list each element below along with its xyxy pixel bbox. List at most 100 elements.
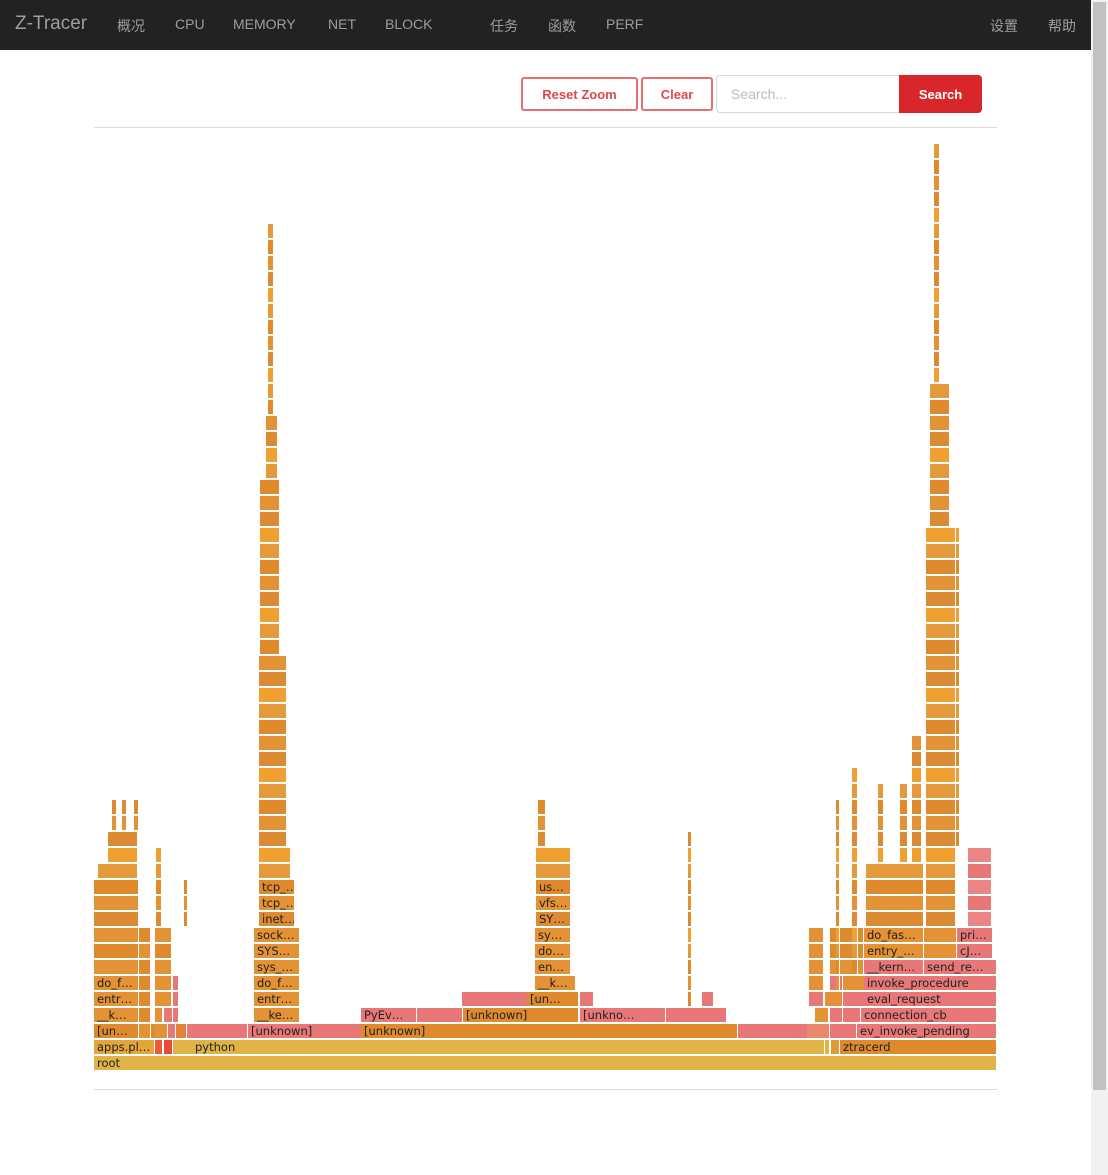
flame-frame-left-cluster[interactable] bbox=[112, 800, 117, 815]
flame-frame-vfs-tower[interactable]: us… bbox=[536, 880, 571, 895]
flame-frame[interactable] bbox=[155, 928, 172, 943]
flame-frame-pink-stack[interactable] bbox=[968, 864, 992, 879]
flame-frame[interactable] bbox=[155, 976, 172, 991]
flame-frame-left-cluster[interactable] bbox=[156, 848, 162, 863]
flame-frame-tcp-tower[interactable]: tcp_… bbox=[259, 880, 295, 895]
flame-frame-right-cluster[interactable] bbox=[878, 816, 884, 831]
flame-frame[interactable] bbox=[809, 976, 824, 991]
flame-frame-right-cluster[interactable] bbox=[852, 800, 858, 815]
flame-frame-left-cluster[interactable] bbox=[156, 880, 162, 895]
flame-frame-right-cluster[interactable] bbox=[836, 912, 840, 927]
flame-frame-tcp-tower[interactable]: tcp_… bbox=[259, 896, 295, 911]
flame-frame[interactable] bbox=[139, 992, 151, 1007]
flame-frame-right-cluster[interactable] bbox=[836, 928, 840, 943]
flame-frame-right-cluster[interactable] bbox=[836, 832, 840, 847]
flame-frame-right-cluster[interactable] bbox=[852, 944, 858, 959]
flame-frame-main-tower[interactable] bbox=[926, 880, 956, 895]
flame-frame[interactable]: [unkno… bbox=[580, 1008, 666, 1023]
flame-frame-vfs-tower[interactable] bbox=[536, 848, 571, 863]
flame-frame-right-cluster[interactable] bbox=[836, 816, 840, 831]
flame-frame-tcp-tower[interactable] bbox=[259, 656, 287, 671]
flame-frame[interactable] bbox=[843, 992, 865, 1007]
nav-memory[interactable]: MEMORY bbox=[233, 16, 296, 32]
flame-frame[interactable] bbox=[139, 928, 151, 943]
flame-frame-main-tower[interactable] bbox=[926, 768, 956, 783]
flame-frame-main-tower[interactable] bbox=[926, 736, 956, 751]
flame-frame-main-tower[interactable] bbox=[934, 176, 940, 191]
flame-frame-tcp-tower[interactable] bbox=[268, 304, 274, 319]
flame-frame-vfs-tower[interactable]: vfs… bbox=[536, 896, 571, 911]
flame-frame-right-cluster[interactable] bbox=[912, 832, 922, 847]
flame-frame-right-cluster[interactable] bbox=[836, 880, 840, 895]
flame-frame-tcp-tower[interactable] bbox=[259, 768, 287, 783]
nav-overview[interactable]: 概况 bbox=[117, 18, 145, 34]
flame-frame-main-tower[interactable] bbox=[956, 752, 960, 767]
flame-frame[interactable] bbox=[155, 960, 172, 975]
flame-frame-tcp-tower[interactable] bbox=[259, 816, 287, 831]
flame-frame-tcp-tower[interactable] bbox=[268, 288, 274, 303]
flame-frame-left-cluster[interactable] bbox=[94, 912, 139, 927]
flame-frame-main-tower[interactable] bbox=[956, 816, 960, 831]
flame-frame[interactable] bbox=[580, 992, 594, 1007]
flame-frame-main-tower[interactable] bbox=[926, 640, 956, 655]
flame-frame-mid-spike[interactable] bbox=[688, 864, 692, 879]
flame-frame[interactable] bbox=[173, 1008, 179, 1023]
flame-frame-left-cluster[interactable] bbox=[156, 912, 162, 927]
flame-frame-right-cluster[interactable] bbox=[852, 784, 858, 799]
flame-frame-right-cluster[interactable] bbox=[852, 896, 858, 911]
flame-frame-tcp-tower[interactable] bbox=[268, 352, 274, 367]
flame-frame-tcp-tower[interactable] bbox=[260, 608, 280, 623]
flame-frame[interactable]: __kern… bbox=[864, 960, 924, 975]
flame-frame-main-tower[interactable] bbox=[926, 592, 956, 607]
reset-zoom-button[interactable]: Reset Zoom bbox=[521, 77, 638, 111]
flame-frame[interactable] bbox=[168, 1024, 176, 1039]
flame-frame-main-tower[interactable] bbox=[956, 624, 960, 639]
flame-frame[interactable]: sys_… bbox=[254, 960, 300, 975]
flame-frame-tcp-tower[interactable] bbox=[259, 752, 287, 767]
flame-frame-tcp-tower[interactable] bbox=[260, 496, 280, 511]
flame-frame[interactable] bbox=[94, 928, 139, 943]
flame-frame-main-tower[interactable] bbox=[956, 736, 960, 751]
flame-frame[interactable] bbox=[94, 944, 139, 959]
flame-frame-tcp-tower[interactable] bbox=[259, 688, 287, 703]
flame-frame[interactable]: __ke… bbox=[254, 1008, 300, 1023]
flame-frame[interactable]: [unknown] bbox=[248, 1024, 362, 1039]
flame-frame-main-tower[interactable] bbox=[956, 528, 960, 543]
flame-frame-mid-spike[interactable] bbox=[688, 896, 692, 911]
flame-frame[interactable]: eval_request bbox=[864, 992, 997, 1007]
flame-frame-tcp-tower[interactable] bbox=[259, 704, 287, 719]
flame-frame[interactable] bbox=[139, 1008, 151, 1023]
flame-frame[interactable]: pri… bbox=[957, 928, 993, 943]
flame-frame[interactable] bbox=[830, 1008, 843, 1023]
flame-frame-main-tower[interactable] bbox=[926, 800, 956, 815]
flame-frame[interactable] bbox=[173, 976, 179, 991]
flame-frame[interactable] bbox=[155, 992, 172, 1007]
flame-frame[interactable] bbox=[809, 928, 824, 943]
flame-frame-left-cluster[interactable] bbox=[108, 832, 138, 847]
flame-frame-tcp-tower[interactable] bbox=[260, 528, 280, 543]
flame-frame-tcp-tower[interactable] bbox=[259, 832, 287, 847]
flame-frame-main-tower[interactable] bbox=[926, 688, 956, 703]
flame-frame-right-cluster[interactable] bbox=[852, 864, 858, 879]
flame-frame-tcp-tower[interactable]: inet… bbox=[259, 912, 295, 927]
flame-frame-main-tower[interactable] bbox=[926, 912, 956, 927]
flame-frame[interactable] bbox=[825, 992, 843, 1007]
flame-frame-main-tower[interactable] bbox=[956, 800, 960, 815]
flame-frame[interactable]: do… bbox=[535, 944, 571, 959]
flame-frame-main-tower[interactable] bbox=[930, 384, 950, 399]
flame-frame-right-cluster[interactable] bbox=[900, 832, 908, 847]
flame-frame-right-cluster[interactable] bbox=[912, 848, 922, 863]
flame-frame-mid-spike[interactable] bbox=[688, 928, 692, 943]
flame-frame-right-cluster[interactable] bbox=[878, 848, 884, 863]
flame-frame[interactable] bbox=[738, 1024, 808, 1039]
flame-frame[interactable] bbox=[155, 1008, 163, 1023]
flame-frame-left-cluster[interactable] bbox=[184, 912, 188, 927]
flame-frame[interactable]: ztracerd bbox=[840, 1040, 997, 1055]
flame-frame-main-tower[interactable] bbox=[934, 144, 940, 159]
flame-frame[interactable]: do_fas… bbox=[864, 928, 924, 943]
flame-frame[interactable] bbox=[843, 976, 865, 991]
vertical-scrollbar[interactable] bbox=[1091, 0, 1108, 1175]
flame-frame-main-tower[interactable] bbox=[926, 704, 956, 719]
flame-frame[interactable]: en… bbox=[535, 960, 571, 975]
flame-frame-right-cluster[interactable] bbox=[912, 784, 922, 799]
